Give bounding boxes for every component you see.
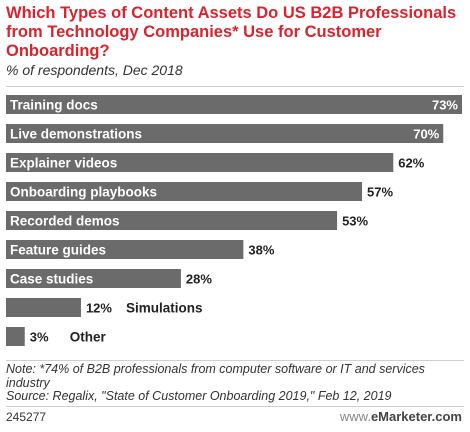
bar-chart: 73% Training docs 70% Live demonstrations 62… — [6, 95, 462, 346]
bar-training-docs — [6, 95, 462, 114]
value-label: 28% — [186, 272, 212, 287]
bar-recorded-demos — [6, 211, 338, 230]
bar-live-demonstrations — [6, 124, 444, 143]
category-label: Simulations — [126, 301, 203, 316]
category-label: Explainer videos — [10, 156, 117, 171]
value-label: 53% — [342, 214, 368, 229]
footnote: Note: *74% of B2B professionals from com… — [6, 362, 425, 390]
value-label: 62% — [398, 156, 424, 171]
bar-feature-guides — [6, 240, 244, 259]
category-label: Recorded demos — [10, 214, 120, 229]
category-label: Case studies — [10, 272, 93, 287]
chart-id: 245277 — [6, 410, 47, 424]
category-label: Feature guides — [10, 243, 106, 258]
category-label: Onboarding playbooks — [10, 185, 157, 200]
value-label: 3% — [30, 330, 49, 345]
brand-logo: www.eMarketer.com — [339, 409, 462, 424]
chart-subtitle: % of respondents, Dec 2018 — [6, 62, 183, 78]
chart-title: Which Types of Content Assets Do US B2B … — [6, 4, 457, 60]
value-label: 70% — [413, 127, 439, 142]
chart-notes: Note: *74% of B2B professionals from com… — [6, 362, 446, 404]
category-label: Other — [70, 330, 107, 345]
bar-explainer-videos — [6, 153, 394, 172]
bottom-divider — [6, 360, 464, 361]
value-label: 38% — [248, 243, 274, 258]
category-label: Training docs — [10, 98, 98, 113]
value-label: 57% — [367, 185, 393, 200]
value-label: 12% — [86, 301, 112, 316]
category-label: Live demonstrations — [10, 127, 142, 142]
bar-other — [6, 327, 25, 346]
bar-case-studies — [6, 269, 181, 288]
bar-onboarding-playbooks — [6, 182, 363, 201]
bar-simulations — [6, 298, 81, 317]
value-label: 73% — [432, 98, 458, 113]
source-line: Source: Regalix, "State of Customer Onbo… — [6, 389, 392, 403]
top-divider — [6, 86, 464, 87]
footer-divider — [6, 406, 464, 407]
